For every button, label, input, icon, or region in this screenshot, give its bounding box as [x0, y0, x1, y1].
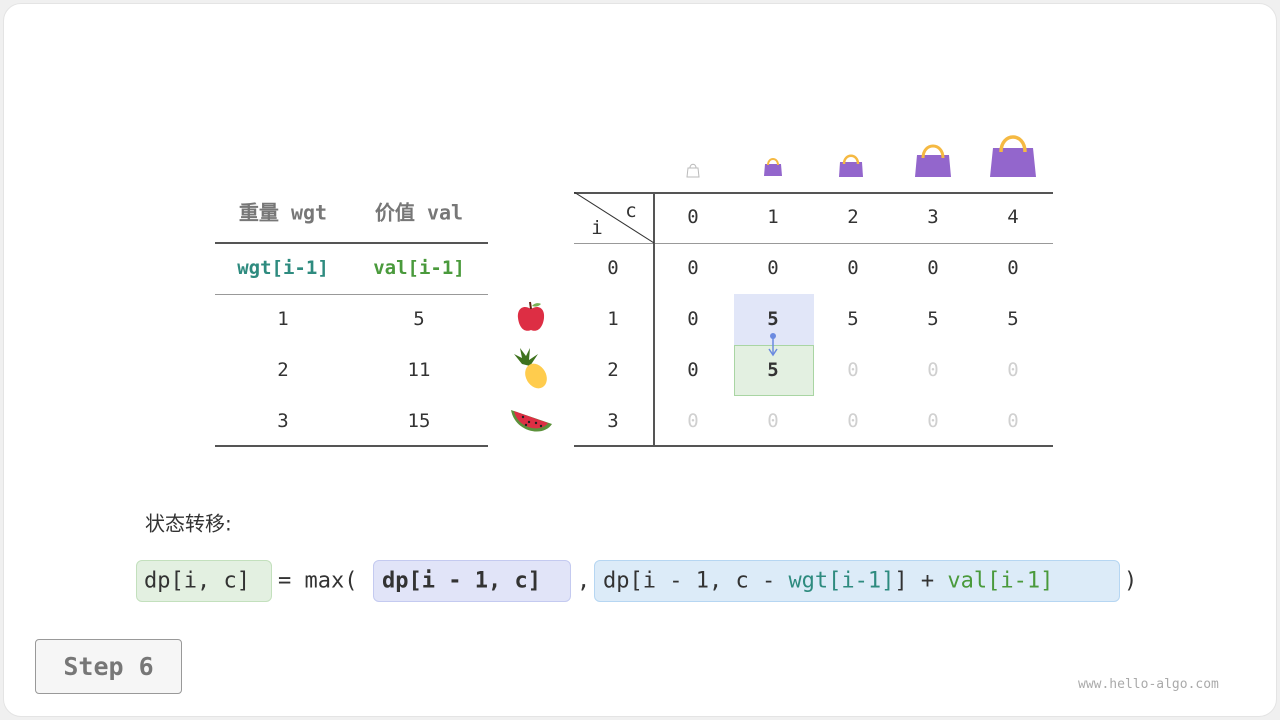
empty-bag-icon	[686, 163, 700, 178]
column-header: 0	[687, 206, 699, 228]
item-value: 5	[413, 308, 425, 330]
subheader-val: val[i-1]	[373, 257, 465, 279]
subheader-wgt: wgt[i-1]	[237, 257, 329, 279]
slide-card	[3, 3, 1277, 717]
step-button[interactable]: Step 6	[35, 639, 182, 694]
item-weight: 2	[277, 359, 289, 381]
item-value: 15	[407, 410, 431, 432]
item-weight: 3	[277, 410, 289, 432]
row-label: 3	[607, 410, 619, 432]
divider	[215, 294, 488, 295]
dp-cell: 5	[1007, 308, 1019, 330]
dp-cell: 0	[687, 359, 699, 381]
header-weight: 重量 wgt	[238, 200, 328, 225]
formula-comma: ,	[577, 568, 591, 594]
dp-cell: 0	[927, 410, 939, 432]
formula-max: = max(	[278, 568, 358, 594]
item-weight: 1	[277, 308, 289, 330]
dp-cell: 0	[927, 359, 939, 381]
divider	[215, 445, 488, 447]
watermelon-icon	[511, 410, 552, 432]
term2-a: dp[i - 1, c -	[603, 568, 789, 594]
dp-cell: 0	[1007, 410, 1019, 432]
dp-cell: 0	[1007, 257, 1019, 279]
column-header: 4	[1007, 206, 1019, 228]
watermark: www.hello-algo.com	[1078, 677, 1219, 692]
divider	[215, 242, 488, 244]
term2-val: val[i-1]	[947, 568, 1054, 594]
dp-cell: 0	[687, 410, 699, 432]
corner-row-label: i	[591, 217, 603, 239]
lhs-box	[136, 560, 272, 602]
dp-cell: 0	[927, 257, 939, 279]
column-header: 3	[927, 206, 939, 228]
term2-wgt: wgt[i-1]	[788, 568, 895, 594]
dp-cell: 0	[847, 359, 859, 381]
divider	[574, 243, 1053, 244]
term1-box	[373, 560, 571, 602]
dp-cell: 5	[767, 308, 779, 330]
bag-icon	[915, 144, 951, 177]
dp-cell: 0	[687, 308, 699, 330]
dp-cell: 5	[927, 308, 939, 330]
header-value: 价值 val	[374, 200, 464, 225]
dp-cell: 0	[767, 410, 779, 432]
formula-close: )	[1124, 568, 1138, 594]
dp-cell: 5	[767, 359, 779, 381]
arrow-down-icon	[768, 333, 778, 357]
divider	[574, 192, 1053, 194]
corner-diagonal	[574, 192, 654, 244]
bag-icon	[839, 154, 863, 177]
bag-icon	[764, 158, 782, 176]
dp-cell: 0	[847, 257, 859, 279]
dp-cell: 5	[847, 308, 859, 330]
term2-box	[594, 560, 1120, 602]
row-label: 1	[607, 308, 619, 330]
column-header: 1	[767, 206, 779, 228]
column-header: 2	[847, 206, 859, 228]
row-label: 0	[607, 257, 619, 279]
divider	[653, 192, 655, 446]
apple-icon	[517, 301, 545, 331]
formula-term2: dp[i - 1, c - wgt[i-1]] + val[i-1]	[603, 569, 1053, 594]
dp-cell: 0	[767, 257, 779, 279]
dp-cell: 0	[687, 257, 699, 279]
term2-b: ] +	[894, 568, 948, 594]
dp-cell: 0	[1007, 359, 1019, 381]
corner-col-label: c	[625, 200, 637, 222]
bag-icon	[990, 135, 1036, 177]
divider	[574, 445, 1053, 447]
formula-term1: dp[i - 1, c]	[382, 568, 541, 594]
row-label: 2	[607, 359, 619, 381]
formula-lhs: dp[i, c]	[144, 568, 250, 594]
dp-cell: 0	[847, 410, 859, 432]
item-value: 11	[407, 359, 431, 381]
pineapple-icon	[514, 348, 547, 389]
formula-label: 状态转移:	[145, 511, 232, 536]
